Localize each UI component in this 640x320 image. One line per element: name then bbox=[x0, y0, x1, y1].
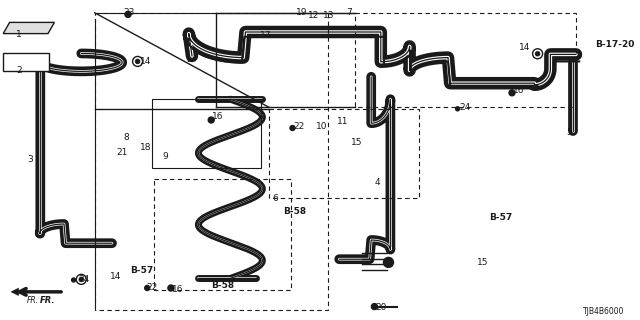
Text: 19: 19 bbox=[296, 8, 308, 17]
Circle shape bbox=[136, 60, 140, 63]
Text: 7: 7 bbox=[346, 8, 351, 17]
Circle shape bbox=[76, 274, 86, 284]
Text: 3: 3 bbox=[28, 156, 33, 164]
Text: 22: 22 bbox=[147, 283, 158, 292]
Circle shape bbox=[72, 278, 76, 282]
Text: 15: 15 bbox=[477, 258, 489, 267]
Bar bbox=[152, 99, 261, 168]
Text: 9: 9 bbox=[163, 152, 168, 161]
Text: 21: 21 bbox=[116, 148, 127, 157]
Text: 6: 6 bbox=[273, 194, 278, 203]
Circle shape bbox=[383, 257, 394, 268]
Text: 10: 10 bbox=[316, 122, 327, 131]
Text: 16: 16 bbox=[172, 285, 183, 294]
Circle shape bbox=[371, 304, 378, 309]
Text: 5: 5 bbox=[567, 128, 572, 137]
Text: 14: 14 bbox=[109, 272, 121, 281]
Circle shape bbox=[536, 52, 540, 56]
Text: 17: 17 bbox=[260, 31, 271, 40]
Text: 24: 24 bbox=[79, 275, 90, 284]
Text: 15: 15 bbox=[351, 138, 363, 147]
Text: 14: 14 bbox=[140, 57, 152, 66]
Circle shape bbox=[145, 285, 150, 291]
Text: 4: 4 bbox=[375, 178, 380, 187]
Text: 20: 20 bbox=[375, 303, 387, 312]
Text: B-57: B-57 bbox=[131, 266, 154, 275]
Text: 13: 13 bbox=[323, 11, 334, 20]
Bar bbox=[355, 13, 576, 107]
Text: B-57: B-57 bbox=[489, 213, 512, 222]
Bar bbox=[154, 179, 291, 290]
Text: 14: 14 bbox=[519, 44, 531, 52]
Text: 18: 18 bbox=[140, 143, 152, 152]
Circle shape bbox=[509, 90, 515, 96]
Text: 12: 12 bbox=[308, 11, 319, 20]
Bar bbox=[3, 53, 49, 71]
Text: B-58: B-58 bbox=[283, 207, 306, 216]
Circle shape bbox=[132, 56, 143, 67]
Bar bbox=[95, 13, 328, 310]
Text: B-17-20: B-17-20 bbox=[595, 40, 634, 49]
Text: 24: 24 bbox=[459, 103, 470, 112]
Circle shape bbox=[208, 117, 214, 123]
Text: 16: 16 bbox=[212, 112, 223, 121]
Text: 23: 23 bbox=[124, 8, 135, 17]
Text: 22: 22 bbox=[293, 122, 305, 131]
Circle shape bbox=[125, 12, 131, 17]
Text: FR.: FR. bbox=[40, 296, 56, 305]
Text: 11: 11 bbox=[337, 117, 348, 126]
Text: TJB4B6000: TJB4B6000 bbox=[582, 308, 624, 316]
Polygon shape bbox=[3, 22, 54, 34]
Text: 1: 1 bbox=[17, 30, 22, 39]
Text: 8: 8 bbox=[124, 133, 129, 142]
Text: FR.: FR. bbox=[28, 296, 39, 305]
Text: B-58: B-58 bbox=[211, 281, 234, 290]
Circle shape bbox=[79, 277, 83, 281]
Circle shape bbox=[532, 49, 543, 59]
Circle shape bbox=[168, 285, 174, 291]
Text: 16: 16 bbox=[513, 86, 524, 95]
Text: 2: 2 bbox=[17, 66, 22, 75]
Circle shape bbox=[456, 107, 460, 111]
Bar bbox=[269, 109, 419, 198]
Circle shape bbox=[290, 125, 295, 131]
